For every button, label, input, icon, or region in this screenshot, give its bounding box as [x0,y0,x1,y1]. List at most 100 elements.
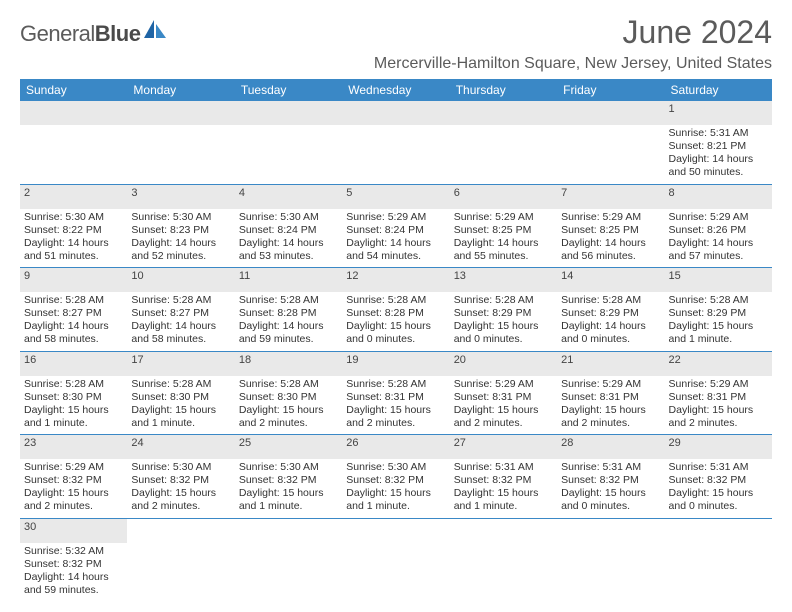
sunrise-line: Sunrise: 5:30 AM [239,211,338,224]
day-number: 17 [127,352,234,376]
weekday-header: Tuesday [235,79,342,101]
day-detail: Sunrise: 5:28 AMSunset: 8:29 PMDaylight:… [557,292,664,351]
sunset-line: Sunset: 8:32 PM [239,474,338,487]
sunrise-line: Sunrise: 5:30 AM [24,211,123,224]
daylight-line: Daylight: 14 hours and 0 minutes. [561,320,660,346]
day-number: 24 [127,435,234,459]
day-number-row: 1 [20,101,772,125]
daylight-line: Daylight: 15 hours and 1 minute. [669,320,768,346]
sunrise-line: Sunrise: 5:28 AM [561,294,660,307]
day-number: 26 [342,435,449,459]
daylight-line: Daylight: 15 hours and 1 minute. [346,487,445,513]
day-number [665,519,772,543]
day-detail: Sunrise: 5:29 AMSunset: 8:26 PMDaylight:… [665,209,772,268]
sunrise-line: Sunrise: 5:28 AM [239,378,338,391]
day-number: 29 [665,435,772,459]
day-number: 21 [557,352,664,376]
day-detail: Sunrise: 5:29 AMSunset: 8:25 PMDaylight:… [450,209,557,268]
daylight-line: Daylight: 15 hours and 0 minutes. [561,487,660,513]
sunset-line: Sunset: 8:25 PM [454,224,553,237]
sunset-line: Sunset: 8:30 PM [239,391,338,404]
daylight-line: Daylight: 14 hours and 56 minutes. [561,237,660,263]
daylight-line: Daylight: 15 hours and 0 minutes. [454,320,553,346]
day-number: 27 [450,435,557,459]
day-number-row: 9101112131415 [20,268,772,292]
daylight-line: Daylight: 15 hours and 2 minutes. [454,404,553,430]
sunrise-line: Sunrise: 5:29 AM [24,461,123,474]
sunset-line: Sunset: 8:25 PM [561,224,660,237]
day-number: 13 [450,268,557,292]
day-detail [127,543,234,602]
day-detail: Sunrise: 5:28 AMSunset: 8:30 PMDaylight:… [20,376,127,435]
day-number [450,519,557,543]
day-number [557,519,664,543]
day-number: 22 [665,352,772,376]
day-detail: Sunrise: 5:30 AMSunset: 8:22 PMDaylight:… [20,209,127,268]
sail-icon [142,18,168,45]
sunset-line: Sunset: 8:32 PM [346,474,445,487]
day-detail: Sunrise: 5:28 AMSunset: 8:30 PMDaylight:… [127,376,234,435]
day-number: 16 [20,352,127,376]
day-detail: Sunrise: 5:31 AMSunset: 8:32 PMDaylight:… [450,459,557,518]
day-number [20,101,127,125]
sunrise-line: Sunrise: 5:29 AM [346,211,445,224]
daylight-line: Daylight: 15 hours and 1 minute. [24,404,123,430]
day-number: 19 [342,352,449,376]
day-detail: Sunrise: 5:31 AMSunset: 8:21 PMDaylight:… [665,125,772,184]
day-detail: Sunrise: 5:30 AMSunset: 8:23 PMDaylight:… [127,209,234,268]
daylight-line: Daylight: 15 hours and 1 minute. [239,487,338,513]
day-number: 12 [342,268,449,292]
day-number: 2 [20,185,127,209]
sunset-line: Sunset: 8:29 PM [561,307,660,320]
day-detail: Sunrise: 5:28 AMSunset: 8:27 PMDaylight:… [127,292,234,351]
day-detail [342,125,449,184]
day-detail [235,543,342,602]
sunset-line: Sunset: 8:27 PM [24,307,123,320]
sunset-line: Sunset: 8:29 PM [454,307,553,320]
sunset-line: Sunset: 8:32 PM [454,474,553,487]
day-detail: Sunrise: 5:29 AMSunset: 8:31 PMDaylight:… [665,376,772,435]
sunrise-line: Sunrise: 5:28 AM [346,294,445,307]
calendar-grid: SundayMondayTuesdayWednesdayThursdayFrid… [20,79,772,601]
sunset-line: Sunset: 8:32 PM [561,474,660,487]
sunrise-line: Sunrise: 5:28 AM [131,294,230,307]
document-header: GeneralBlue June 2024 Mercerville-Hamilt… [20,14,772,73]
sunrise-line: Sunrise: 5:29 AM [561,378,660,391]
day-number: 23 [20,435,127,459]
sunrise-line: Sunrise: 5:28 AM [131,378,230,391]
day-number-row: 16171819202122 [20,352,772,376]
day-detail [342,543,449,602]
day-detail-row: Sunrise: 5:30 AMSunset: 8:22 PMDaylight:… [20,209,772,269]
weekday-header-row: SundayMondayTuesdayWednesdayThursdayFrid… [20,79,772,101]
daylight-line: Daylight: 14 hours and 54 minutes. [346,237,445,263]
day-detail [557,125,664,184]
weekday-header: Sunday [20,79,127,101]
sunset-line: Sunset: 8:28 PM [346,307,445,320]
day-number: 30 [20,519,127,543]
sunrise-line: Sunrise: 5:28 AM [239,294,338,307]
logo: GeneralBlue [20,20,168,47]
day-detail [235,125,342,184]
sunset-line: Sunset: 8:21 PM [669,140,768,153]
day-detail-row: Sunrise: 5:31 AMSunset: 8:21 PMDaylight:… [20,125,772,185]
day-detail [450,125,557,184]
daylight-line: Daylight: 14 hours and 51 minutes. [24,237,123,263]
day-detail: Sunrise: 5:28 AMSunset: 8:30 PMDaylight:… [235,376,342,435]
sunset-line: Sunset: 8:28 PM [239,307,338,320]
sunrise-line: Sunrise: 5:29 AM [669,211,768,224]
daylight-line: Daylight: 15 hours and 0 minutes. [669,487,768,513]
day-detail: Sunrise: 5:30 AMSunset: 8:32 PMDaylight:… [127,459,234,518]
weekday-header: Monday [127,79,234,101]
day-number [342,519,449,543]
day-detail: Sunrise: 5:29 AMSunset: 8:24 PMDaylight:… [342,209,449,268]
day-number [235,519,342,543]
sunset-line: Sunset: 8:23 PM [131,224,230,237]
day-detail: Sunrise: 5:28 AMSunset: 8:29 PMDaylight:… [665,292,772,351]
sunset-line: Sunset: 8:31 PM [346,391,445,404]
daylight-line: Daylight: 14 hours and 52 minutes. [131,237,230,263]
day-detail: Sunrise: 5:28 AMSunset: 8:28 PMDaylight:… [342,292,449,351]
weekday-header: Thursday [450,79,557,101]
sunrise-line: Sunrise: 5:31 AM [561,461,660,474]
sunset-line: Sunset: 8:27 PM [131,307,230,320]
day-detail: Sunrise: 5:30 AMSunset: 8:24 PMDaylight:… [235,209,342,268]
